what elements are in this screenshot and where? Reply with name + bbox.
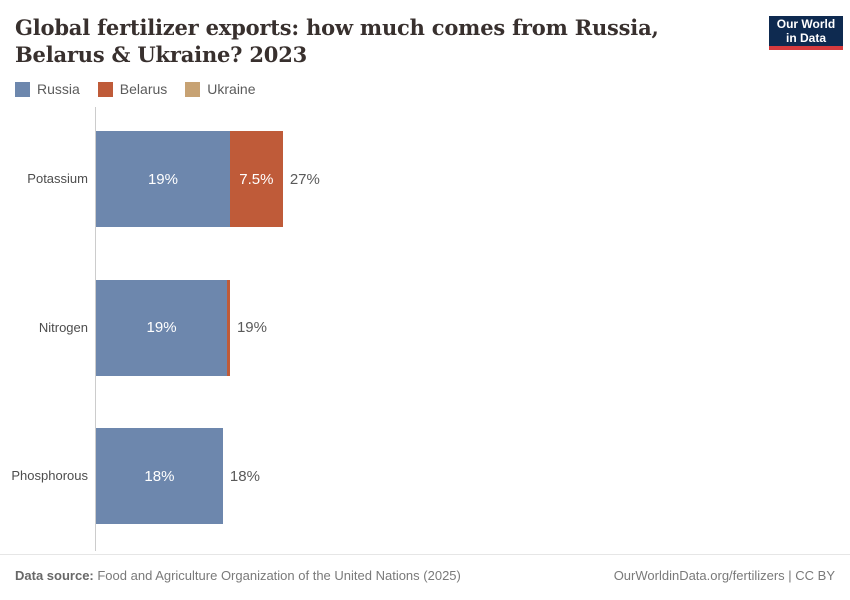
bar-segment-russia: 18% [96, 428, 223, 524]
category-label: Nitrogen [38, 319, 88, 335]
category-label: Potassium [27, 171, 88, 186]
data-source-note: Data source: Food and Agriculture Organi… [15, 568, 461, 583]
total-label: 19% [236, 319, 267, 336]
legend-label: Ukraine [207, 81, 256, 97]
legend-swatch-icon [97, 81, 113, 97]
bar-row-potassium: Potassium 19% 7.5% 27% [0, 131, 850, 227]
bar-value-label: 19% [146, 319, 177, 336]
bar-value-label: 7.5% [239, 170, 274, 188]
bar-segment-belarus [227, 279, 230, 376]
legend-item-russia: Russia [15, 81, 80, 97]
legend-label: Russia [37, 81, 80, 97]
legend-item-ukraine: Ukraine [185, 81, 256, 97]
legend-label: Belarus [119, 81, 168, 97]
legend-swatch-icon [15, 81, 30, 97]
bar-stack: 19% 19% [96, 279, 267, 376]
page-title: Global fertilizer exports: how much come… [15, 15, 659, 67]
data-source-label: Data source: [15, 568, 94, 583]
data-source-text: Food and Agriculture Organization of the… [93, 568, 461, 583]
bar-segment-belarus: 7.5% [229, 131, 283, 227]
attribution-link: OurWorldinData.org/fertilizers | CC BY [613, 568, 835, 583]
legend: Russia Belarus Ukraine [15, 81, 256, 97]
bar-row-phosphorous: Phosphorous 18% 18% [0, 428, 850, 524]
footer: Data source: Food and Agriculture Organi… [15, 568, 835, 583]
owid-logo-line2: in Data [785, 31, 826, 45]
bar-value-label: 18% [144, 467, 175, 485]
y-axis-line [95, 107, 96, 551]
legend-item-belarus: Belarus [97, 81, 168, 97]
footer-divider [0, 554, 850, 555]
bar-row-nitrogen: Nitrogen 19% 19% [0, 279, 850, 376]
total-label: 18% [229, 467, 260, 485]
legend-swatch-icon [185, 81, 201, 97]
bar-segment-russia: 19% [96, 279, 228, 376]
total-label: 27% [289, 170, 320, 188]
bar-value-label: 19% [147, 170, 178, 188]
bar-stack: 19% 7.5% 27% [96, 131, 320, 227]
owid-logo: Our World in Data [769, 16, 843, 50]
category-label: Phosphorous [11, 468, 88, 483]
bar-segment-russia: 19% [96, 131, 230, 227]
owid-logo-line1: Our World [776, 17, 836, 31]
bar-stack: 18% 18% [96, 428, 260, 524]
